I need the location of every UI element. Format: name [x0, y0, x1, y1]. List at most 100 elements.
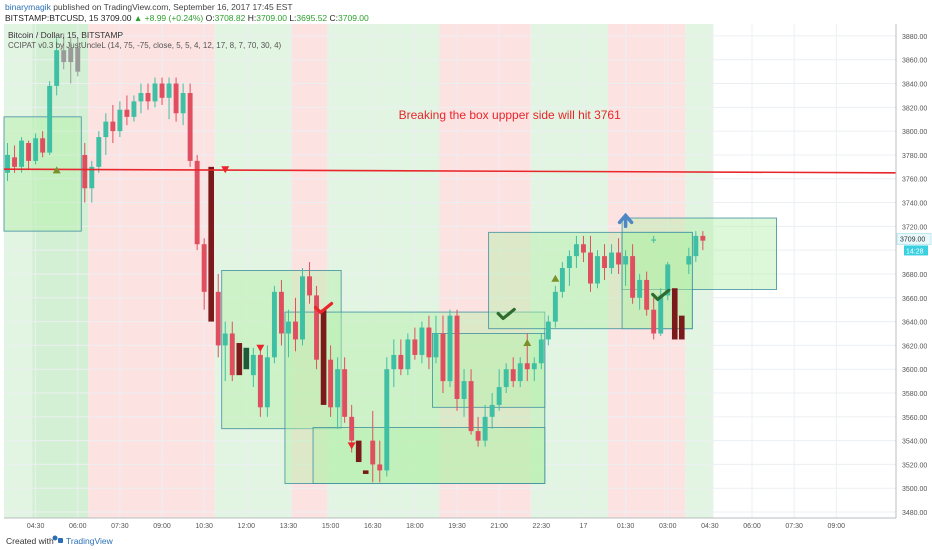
time-tick-label: 07:30: [111, 523, 129, 530]
time-tick-label: 17: [580, 523, 588, 530]
price-tick-label: 3680.00: [902, 272, 927, 279]
session-band: [327, 24, 440, 518]
footer: Created with TradingView: [0, 532, 932, 550]
price-tick-label: 3540.00: [902, 439, 927, 446]
session-band: [214, 24, 292, 518]
price-tick-label: 3660.00: [902, 296, 927, 303]
countdown-tag: [904, 245, 928, 256]
high-value: 3709.00: [256, 13, 287, 23]
candle: [19, 140, 25, 167]
candle: [686, 256, 692, 265]
author-link[interactable]: binarymagik: [5, 2, 51, 12]
candle: [335, 369, 341, 408]
candle: [489, 404, 495, 417]
candle: [503, 369, 509, 388]
price-axis: [896, 24, 932, 530]
price-tick-label: 3620.00: [902, 343, 927, 350]
price-chart[interactable]: Breaking the box uppper side will hit 37…: [0, 24, 932, 530]
triangle-down-icon: [256, 344, 265, 352]
price-tick-label: 3840.00: [902, 82, 927, 89]
candle: [475, 431, 481, 441]
candle: [47, 85, 53, 153]
candle-signal: [355, 440, 362, 463]
signal-markers: [52, 166, 671, 450]
change-up-icon: ▲: [133, 13, 143, 23]
time-tick-label: 06:00: [743, 523, 761, 530]
candle-signal: [678, 315, 685, 340]
candle: [644, 279, 650, 310]
candle: [124, 109, 130, 117]
low-label: L:: [289, 13, 297, 23]
time-tick-label: 09:00: [828, 523, 846, 530]
candle: [264, 357, 270, 408]
candle: [559, 268, 565, 292]
candle: [609, 252, 615, 269]
candle: [482, 416, 488, 441]
candle: [229, 333, 235, 376]
tradingview-logo-icon: [52, 535, 63, 543]
candle: [566, 256, 572, 269]
candle: [602, 256, 607, 269]
candles: [5, 33, 706, 483]
price-tick-label: 3600.00: [902, 367, 927, 374]
price-tick-label: 3720.00: [902, 224, 927, 231]
checkmark-icon: [651, 288, 671, 302]
candle: [454, 315, 460, 399]
checkmark-icon: [496, 307, 516, 321]
session-band: [608, 24, 665, 518]
candle: [110, 121, 116, 132]
candle: [131, 101, 137, 117]
tradingview-link[interactable]: TradingView: [66, 536, 113, 546]
candle: [700, 235, 706, 241]
time-tick-label: 01:30: [617, 523, 635, 530]
price-tick-label: 3800.00: [902, 129, 927, 136]
candle: [426, 327, 432, 358]
candle: [61, 50, 67, 63]
quote-line: BITSTAMP:BTCUSD, 15 3709.00 ▲ +8.99 (+0.…: [5, 13, 369, 23]
candle: [215, 291, 221, 346]
arrow-up-icon: [617, 212, 634, 229]
price-tick-label: 3520.00: [902, 462, 927, 469]
candle: [461, 381, 467, 399]
drawings: Breaking the box uppper side will hit 37…: [3, 108, 897, 174]
session-band: [32, 24, 89, 518]
triangle-up-icon: [52, 166, 61, 174]
candle: [166, 83, 172, 98]
candle: [180, 93, 186, 114]
candle: [12, 157, 17, 167]
candle: [637, 279, 643, 298]
candle: [194, 160, 200, 245]
candle: [616, 252, 622, 265]
candle-signal: [320, 309, 327, 405]
time-tick-label: 15:00: [322, 523, 340, 530]
low-value: 3695.52: [296, 13, 328, 23]
resistance-line: [3, 168, 897, 174]
pattern-box: [621, 217, 777, 290]
close-label: C:: [329, 13, 339, 23]
candle: [398, 354, 404, 370]
pattern-box: [312, 427, 546, 484]
triangle-up-icon: [551, 274, 560, 282]
candle: [651, 239, 657, 241]
candle: [524, 363, 530, 370]
price-tick-label: 3880.00: [902, 34, 927, 41]
candle: [651, 309, 657, 334]
candle: [580, 244, 586, 253]
candle: [595, 256, 600, 284]
triangle-down-icon: [221, 166, 230, 174]
candle: [257, 354, 263, 408]
symbol-label: BITSTAMP:BTCUSD, 15: [5, 13, 99, 23]
candle: [271, 291, 277, 358]
time-tick-label: 04:30: [701, 523, 719, 530]
price-tick-label: 3580.00: [902, 391, 927, 398]
candle: [328, 359, 334, 408]
publish-line: binarymagik published on TradingView.com…: [5, 2, 293, 12]
candle: [82, 154, 88, 189]
price-tick-label: 3740.00: [902, 201, 927, 208]
candle: [314, 295, 320, 360]
price-tick-label: 3860.00: [902, 58, 927, 65]
session-band: [664, 24, 686, 518]
candle: [159, 83, 165, 98]
candle-signal: [243, 347, 250, 370]
candle: [468, 381, 474, 432]
